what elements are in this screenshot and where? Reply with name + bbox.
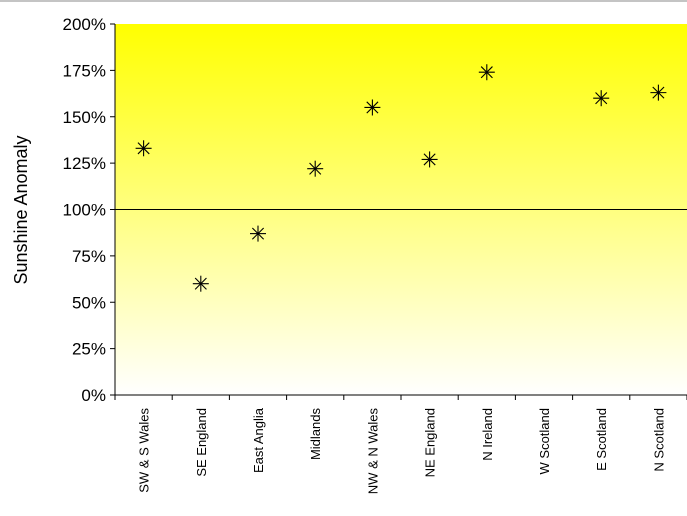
y-tick-label: 150% xyxy=(63,108,106,127)
data-point xyxy=(593,90,610,107)
y-tick-label: 125% xyxy=(63,154,106,173)
y-tick-label: 100% xyxy=(63,201,106,220)
category-label: Midlands xyxy=(308,408,323,461)
data-point xyxy=(364,99,381,116)
y-tick-label: 50% xyxy=(72,293,106,312)
category-label: NE England xyxy=(423,408,438,477)
category-label: W Scotland xyxy=(537,408,552,474)
y-tick-label: 75% xyxy=(72,247,106,266)
data-point xyxy=(307,160,324,177)
category-label: SW & S Wales xyxy=(137,408,152,493)
category-label: NW & N Wales xyxy=(365,408,380,495)
y-axis-label: Sunshine Anomaly xyxy=(11,135,31,284)
category-label: East Anglia xyxy=(251,407,266,473)
category-label: N Ireland xyxy=(480,408,495,461)
data-point xyxy=(421,151,438,168)
y-tick-label: 175% xyxy=(63,61,106,80)
data-point xyxy=(650,84,667,101)
data-point xyxy=(478,64,495,81)
category-label: SE England xyxy=(194,408,209,477)
data-point xyxy=(250,225,266,242)
y-tick-label: 200% xyxy=(63,15,106,34)
category-label: N Scotland xyxy=(651,408,666,472)
y-tick-label: 25% xyxy=(72,340,106,359)
data-point xyxy=(192,275,209,292)
category-label: E Scotland xyxy=(594,408,609,471)
y-tick-label: 0% xyxy=(81,386,106,405)
data-point xyxy=(135,140,152,157)
